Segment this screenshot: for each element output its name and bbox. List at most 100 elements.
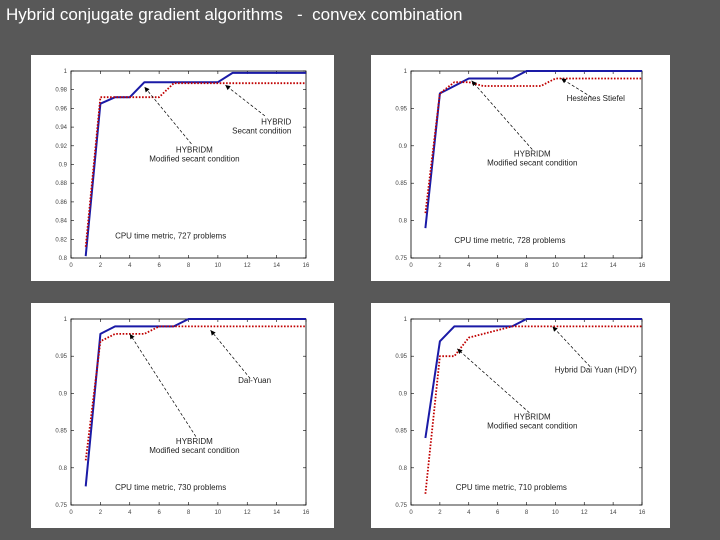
annotation-arrow-line — [129, 333, 197, 437]
x-tick-label: 14 — [273, 263, 280, 269]
annotation-label: Modified secant condition — [149, 446, 239, 455]
x-tick-label: 4 — [128, 263, 132, 269]
chart-svg-top-right: 0 2 4 6 8 10 12 14 16 0.75 0.8 0.85 0.9 0.95 1 Hestenes… — [395, 69, 646, 269]
y-tick-label: 0.95 — [395, 354, 407, 360]
y-tick-label: 0.95 — [55, 354, 67, 360]
y-tick-label: 0.84 — [55, 219, 67, 225]
solid-series-line — [84, 71, 306, 257]
y-tick-label: 0.88 — [55, 181, 67, 187]
x-tick-label: 14 — [273, 510, 280, 516]
annotation-arrow-line — [471, 80, 533, 150]
annotation-label: CPU time metric, 728 problems — [454, 236, 565, 245]
x-tick-label: 12 — [244, 510, 251, 516]
y-tick-label: 0.92 — [55, 144, 67, 150]
x-tick-label: 12 — [581, 510, 588, 516]
x-tick-label: 2 — [99, 510, 103, 516]
chart-svg-top-left: 0 2 4 6 8 10 12 14 16 0.8 0.82 0.84 0.86 0.88 0.9 0.92 0… — [55, 69, 310, 269]
x-tick-label: 2 — [438, 263, 442, 269]
x-tick-label: 10 — [552, 510, 559, 516]
annotation-arrow-line — [210, 329, 251, 379]
x-tick-label: 4 — [467, 263, 471, 269]
y-tick-label: 0.9 — [399, 391, 408, 397]
y-tick-label: 1 — [404, 69, 408, 75]
dotted-series-line — [424, 77, 642, 214]
chart-svg-bottom-left: 0 2 4 6 8 10 12 14 16 0.75 0.8 0.85 0.9 0.95 1 Dai-Yuan… — [55, 317, 310, 516]
y-tick-label: 0.8 — [59, 256, 68, 262]
x-tick-label: 16 — [303, 263, 310, 269]
y-tick-label: 0.95 — [395, 106, 407, 112]
x-tick-label: 16 — [639, 263, 646, 269]
y-tick-label: 0.8 — [399, 466, 408, 472]
annotation-label: Hybrid Dai Yuan (HDY) — [555, 366, 637, 375]
x-tick-label: 8 — [525, 263, 529, 269]
x-tick-label: 10 — [215, 510, 222, 516]
annotation-label: HYBRIDM — [514, 412, 551, 421]
x-tick-label: 8 — [187, 263, 191, 269]
y-tick-label: 0.75 — [395, 503, 407, 509]
annotation-label: HYBRIDM — [514, 149, 551, 158]
x-tick-label: 14 — [610, 263, 617, 269]
annotation-arrow-line — [560, 78, 592, 98]
x-tick-label: 6 — [157, 510, 161, 516]
annotation-arrowhead — [225, 85, 231, 91]
y-tick-label: 0.86 — [55, 200, 67, 206]
x-tick-label: 8 — [525, 510, 529, 516]
y-tick-label: 1 — [64, 317, 68, 323]
y-tick-label: 1 — [64, 69, 68, 75]
annotation-arrow-line — [552, 326, 591, 367]
y-tick-label: 0.85 — [55, 429, 67, 435]
annotation-label: CPU time metric, 710 problems — [456, 483, 567, 492]
y-tick-label: 0.8 — [399, 219, 408, 225]
solid-series-line — [424, 318, 642, 439]
annotation-label: HYBRIDM — [176, 145, 213, 154]
dotted-series-line — [424, 325, 642, 494]
x-tick-label: 10 — [215, 263, 222, 269]
y-tick-label: 1 — [404, 317, 408, 323]
y-tick-label: 0.9 — [59, 163, 68, 169]
x-tick-label: 16 — [303, 510, 310, 516]
x-tick-label: 0 — [409, 510, 413, 516]
annotation-label: Secant condition — [232, 126, 291, 135]
y-tick-label: 0.9 — [59, 391, 68, 397]
solid-series-line — [84, 318, 306, 487]
y-tick-label: 0.96 — [55, 106, 67, 112]
plot-frame — [70, 318, 307, 506]
x-tick-label: 12 — [581, 263, 588, 269]
y-tick-label: 0.98 — [55, 88, 67, 94]
solid-series-line — [424, 70, 642, 229]
x-tick-label: 0 — [409, 263, 413, 269]
annotation-arrowhead — [129, 333, 135, 340]
y-tick-label: 0.8 — [59, 466, 68, 472]
annotation-arrow-line — [456, 348, 530, 414]
y-tick-label: 0.9 — [399, 144, 408, 150]
x-tick-label: 6 — [496, 510, 500, 516]
annotation-label: HYBRID — [261, 117, 291, 126]
annotation-label: CPU time metric, 727 problems — [115, 231, 226, 240]
annotation-label: Modified secant condition — [487, 158, 577, 167]
x-tick-label: 16 — [639, 510, 646, 516]
x-tick-label: 12 — [244, 263, 251, 269]
chart-panel-top-left: 0 2 4 6 8 10 12 14 16 0.8 0.82 0.84 0.86 0.88 0.9 0.92 0… — [31, 55, 334, 281]
annotation-label: Hestenes Stiefel — [567, 94, 625, 103]
annotation-label: Modified secant condition — [149, 154, 239, 163]
chart-panel-bottom-left: 0 2 4 6 8 10 12 14 16 0.75 0.8 0.85 0.9 0.95 1 Dai-Yuan… — [31, 303, 334, 528]
annotation-label: Modified secant condition — [487, 421, 577, 430]
annotation-arrow-line — [225, 84, 266, 117]
annotation-arrow-line — [144, 86, 192, 145]
annotation-arrowhead — [210, 330, 216, 336]
x-tick-label: 2 — [99, 263, 103, 269]
annotation-arrowhead — [552, 326, 558, 332]
x-tick-label: 4 — [467, 510, 471, 516]
plot-frame — [70, 70, 307, 259]
chart-svg-bottom-right: 0 2 4 6 8 10 12 14 16 0.75 0.8 0.85 0.9 0.95 1 Hybrid D… — [395, 317, 646, 516]
y-tick-label: 0.75 — [55, 503, 67, 509]
annotation-arrowhead — [457, 348, 463, 354]
dotted-series-line — [84, 82, 306, 247]
x-tick-label: 8 — [187, 510, 191, 516]
chart-panel-bottom-right: 0 2 4 6 8 10 12 14 16 0.75 0.8 0.85 0.9 0.95 1 Hybrid D… — [371, 303, 670, 528]
slide-title: Hybrid conjugate gradient algorithms - c… — [6, 5, 463, 24]
x-tick-label: 6 — [157, 263, 161, 269]
y-tick-label: 0.85 — [395, 181, 407, 187]
annotation-label: CPU time metric, 730 problems — [115, 483, 226, 492]
x-tick-label: 6 — [496, 263, 500, 269]
